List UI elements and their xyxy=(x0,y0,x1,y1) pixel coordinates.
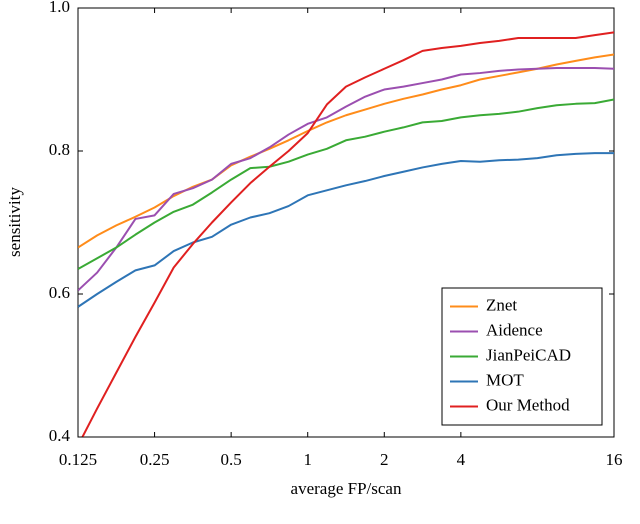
legend-label: JianPeiCAD xyxy=(486,345,571,364)
legend-label: MOT xyxy=(486,370,524,389)
x-tick-label: 1 xyxy=(303,450,312,469)
y-tick-label: 0.8 xyxy=(49,140,70,159)
x-tick-label: 0.25 xyxy=(140,450,170,469)
y-tick-label: 0.6 xyxy=(49,283,70,302)
x-tick-label: 16 xyxy=(606,450,623,469)
x-axis-label: average FP/scan xyxy=(291,479,402,498)
y-tick-label: 1.0 xyxy=(49,0,70,16)
series-line xyxy=(81,31,614,437)
y-tick-label: 0.4 xyxy=(49,426,71,445)
series-line xyxy=(78,152,614,308)
plot-frame xyxy=(77,7,615,438)
x-tick-label: 2 xyxy=(380,450,389,469)
series-line xyxy=(78,67,614,292)
x-tick-label: 0.5 xyxy=(221,450,242,469)
x-tick-label: 4 xyxy=(457,450,466,469)
legend-label: Znet xyxy=(486,295,517,314)
legend-label: Our Method xyxy=(486,395,570,414)
series-line xyxy=(78,53,614,249)
x-tick-label: 0.125 xyxy=(59,450,97,469)
legend-label: Aidence xyxy=(486,320,543,339)
series-line xyxy=(78,98,614,270)
y-axis-label: sensitivity xyxy=(5,187,24,257)
plot-lines xyxy=(78,31,614,437)
